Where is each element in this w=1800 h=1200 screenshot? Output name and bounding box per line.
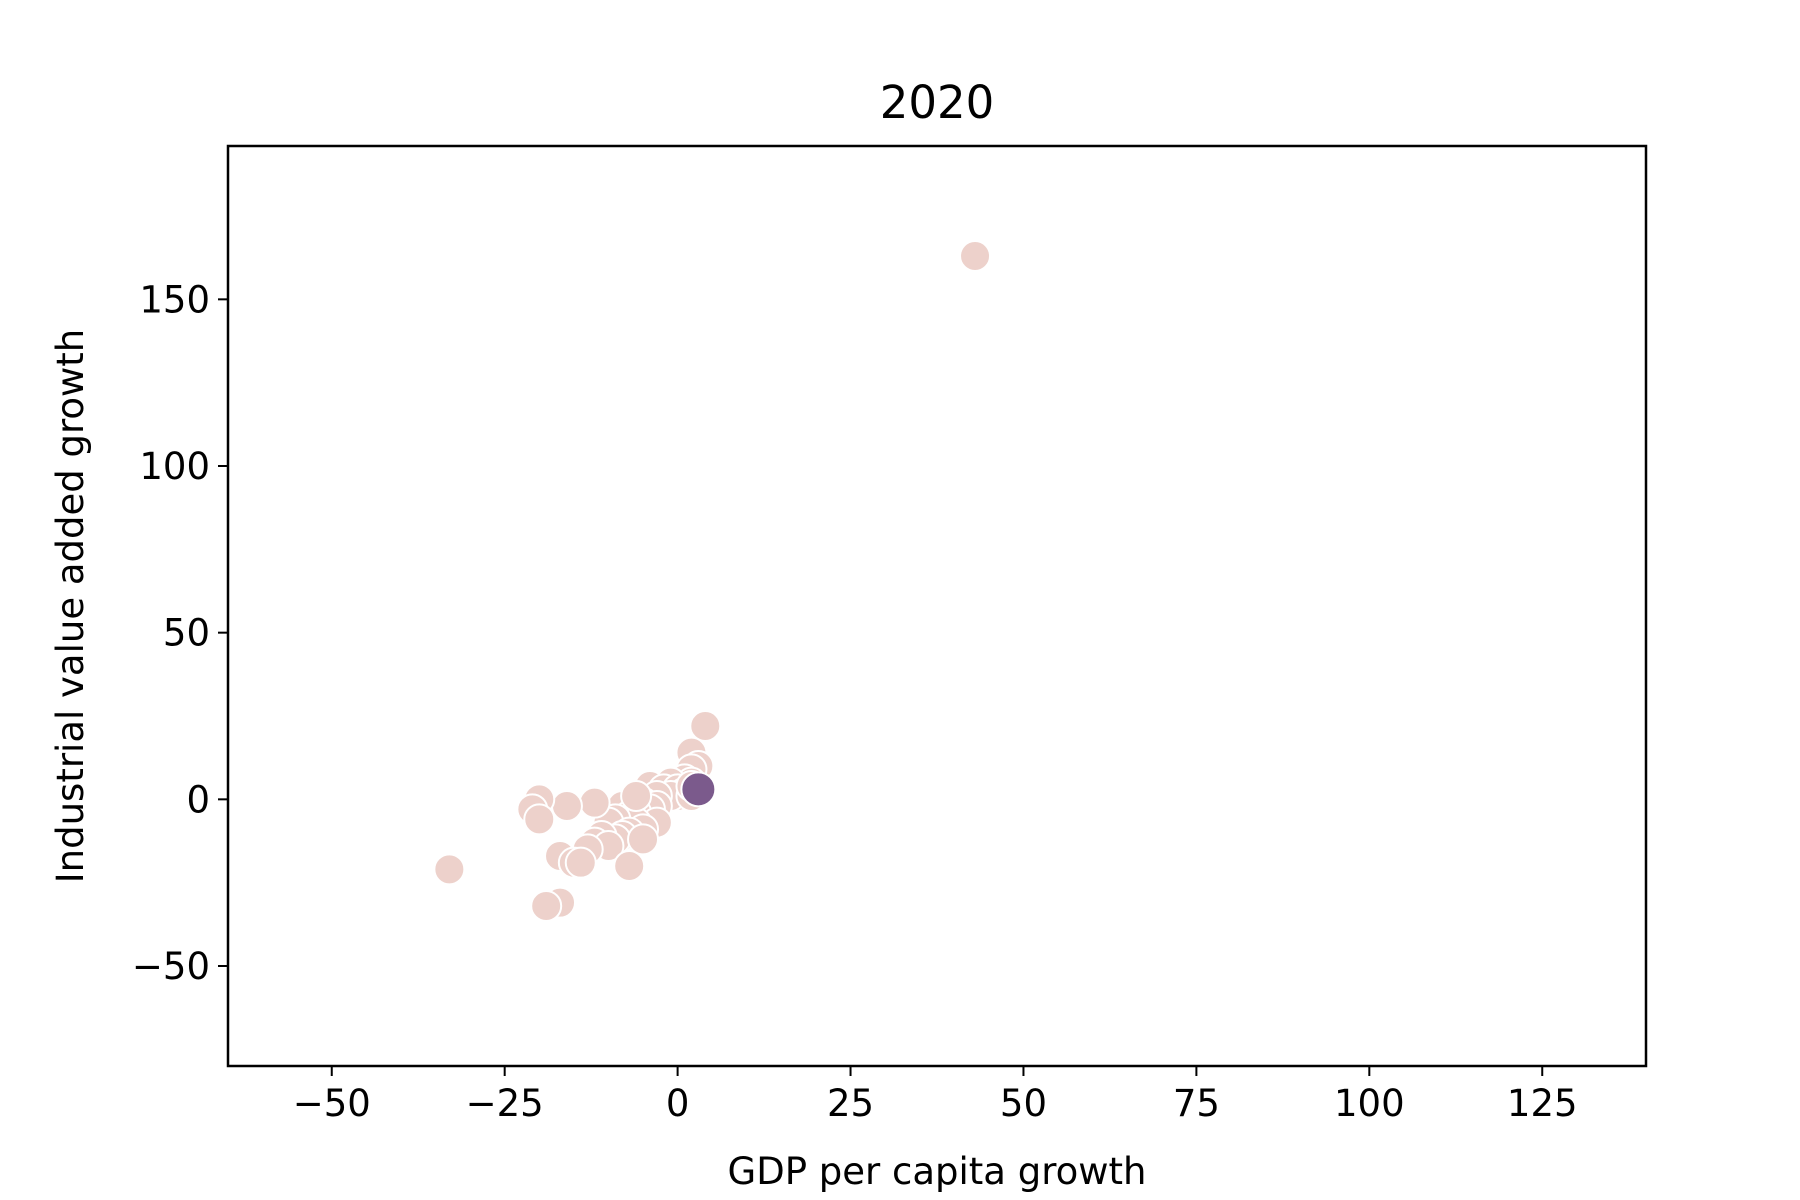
x-axis-title: GDP per capita growth bbox=[728, 1150, 1147, 1193]
data-point bbox=[530, 890, 563, 922]
x-tick-label: 50 bbox=[1000, 1082, 1047, 1125]
data-point bbox=[620, 780, 653, 812]
x-tick-label: 100 bbox=[1334, 1082, 1405, 1125]
data-point-dark bbox=[680, 771, 717, 808]
x-tick-label: 25 bbox=[827, 1082, 874, 1125]
x-tick-label: 0 bbox=[666, 1082, 690, 1125]
x-axis-ticks: −50 −25 0 25 50 75 100 125 bbox=[293, 1066, 1578, 1125]
data-point bbox=[959, 240, 992, 272]
data-point bbox=[564, 846, 597, 879]
data-point bbox=[689, 710, 722, 742]
y-axis-ticks: −50 0 50 100 150 bbox=[132, 278, 228, 988]
data-point bbox=[613, 850, 646, 882]
data-point bbox=[578, 786, 611, 819]
data-point bbox=[627, 823, 660, 856]
data-point bbox=[523, 803, 556, 836]
x-tick-label: −25 bbox=[466, 1082, 544, 1125]
axes-frame bbox=[226, 144, 1648, 1068]
y-axis-title: Industrial value added growth bbox=[49, 329, 92, 884]
chart-title: 2020 bbox=[880, 76, 995, 129]
x-tick-label: 125 bbox=[1507, 1082, 1578, 1125]
y-tick-label: 150 bbox=[139, 278, 210, 321]
x-tick-label: −50 bbox=[293, 1082, 371, 1125]
data-point bbox=[550, 790, 583, 822]
data-point bbox=[433, 853, 466, 886]
y-tick-label: 100 bbox=[139, 445, 210, 488]
y-tick-label: −50 bbox=[132, 945, 210, 988]
y-tick-label: 50 bbox=[163, 612, 210, 655]
y-tick-label: 0 bbox=[186, 778, 210, 821]
x-tick-label: 75 bbox=[1173, 1082, 1220, 1125]
points-layer bbox=[433, 240, 992, 922]
